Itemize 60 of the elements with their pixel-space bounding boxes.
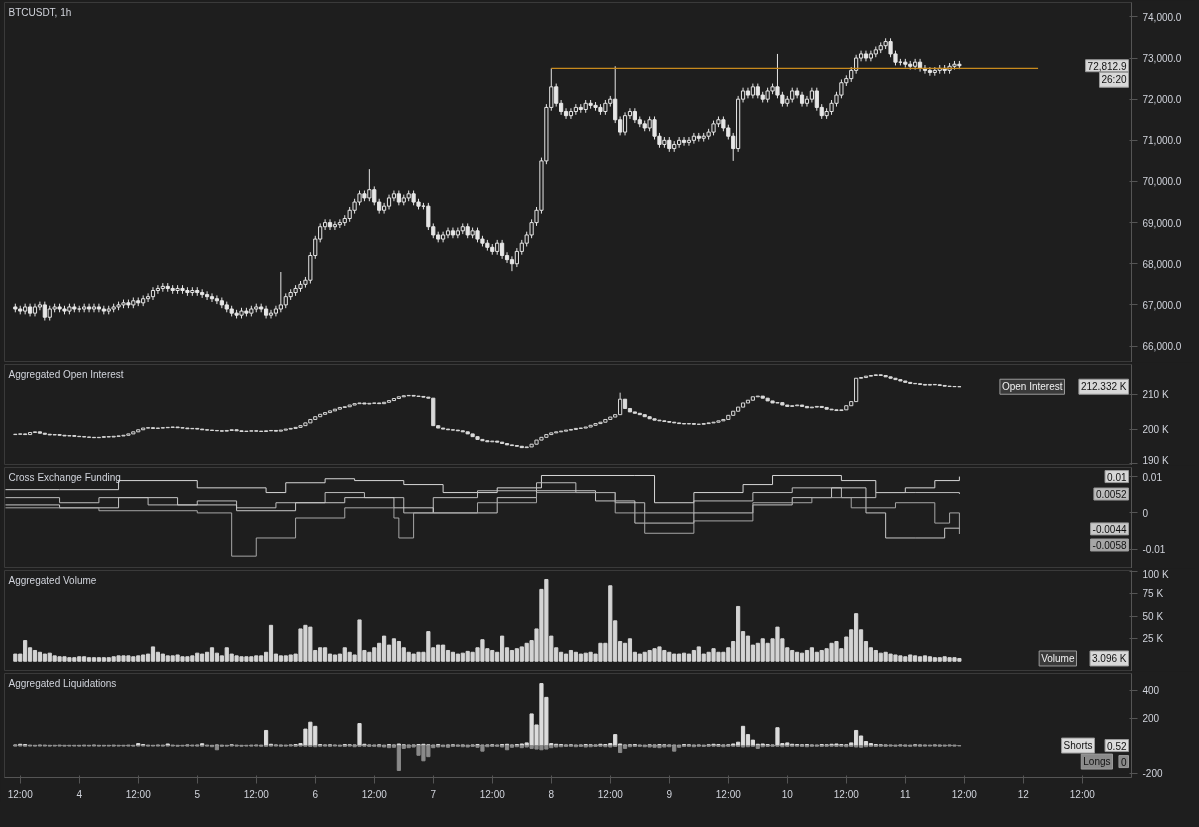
x-tick-label: 12:00	[1069, 788, 1096, 800]
x-tick-label: 11	[900, 788, 911, 800]
x-tick-label: 12:00	[125, 788, 152, 800]
x-tick-label: 12:00	[243, 788, 270, 800]
y-tick-label: 67,000.0	[1142, 299, 1182, 311]
x-tick-label: 8	[548, 788, 555, 800]
y-tick-label: 210 K	[1142, 389, 1169, 401]
y-tick-label: 71,000.0	[1142, 135, 1182, 147]
annotation: -0.0058	[1092, 540, 1127, 551]
y-tick-label: -0.01	[1142, 544, 1166, 556]
y-tick-label: -200	[1142, 768, 1163, 780]
x-tick-label: 12:00	[833, 788, 860, 800]
y-tick-label: 0.01	[1142, 471, 1163, 483]
y-tick-label: 200	[1142, 713, 1160, 725]
y-tick-label: 190 K	[1142, 454, 1169, 466]
annotation: 3.096 K	[1092, 652, 1127, 664]
annotation: 72,812.9	[1087, 60, 1127, 72]
x-tick-label: 12:00	[361, 788, 388, 800]
x-tick-label: 12:00	[597, 788, 624, 800]
chart-title: Aggregated Liquidations	[8, 677, 117, 689]
x-tick-label: 12:00	[951, 788, 978, 800]
y-tick-label: 200 K	[1142, 423, 1169, 435]
annotation: 212.332 K	[1080, 381, 1127, 393]
x-tick-label: 12:00	[479, 788, 506, 800]
chart-title: BTCUSDT, 1h	[8, 6, 72, 18]
x-tick-label: 5	[194, 788, 201, 800]
annotation: -0.0044	[1092, 523, 1127, 535]
y-tick-label: 100 K	[1142, 568, 1169, 580]
x-tick-label: 12:00	[715, 788, 742, 800]
y-tick-label: 70,000.0	[1142, 176, 1182, 188]
y-tick-label: 0	[1142, 507, 1149, 519]
x-tick-label: 4	[76, 788, 83, 800]
x-tick-label: 6	[312, 788, 319, 800]
x-tick-label: 7	[430, 788, 437, 800]
y-tick-label: 69,000.0	[1142, 217, 1182, 229]
x-tick-label: 9	[666, 788, 673, 800]
x-tick-label: 12:00	[7, 788, 34, 800]
y-tick-label: 400	[1142, 685, 1160, 697]
y-tick-label: 66,000.0	[1142, 341, 1182, 353]
y-tick-label: 73,000.0	[1142, 53, 1182, 65]
annotation: 0.0052	[1095, 489, 1127, 501]
y-tick-label: 75 K	[1142, 588, 1164, 600]
annotation: 26:20	[1101, 74, 1127, 86]
annotation: Volume	[1041, 652, 1075, 664]
y-tick-label: 25 K	[1142, 633, 1164, 645]
legend-label: Shorts	[1063, 740, 1093, 752]
y-tick-label: 50 K	[1142, 610, 1164, 622]
legend-label: Longs	[1083, 756, 1111, 768]
annotation: 0.01	[1107, 471, 1127, 483]
y-tick-label: 68,000.0	[1142, 258, 1182, 270]
x-tick-label: 10	[781, 788, 794, 800]
x-tick-label: 12	[1017, 788, 1030, 800]
annotation: 0	[1120, 756, 1127, 768]
chart-title: Cross Exchange Funding	[8, 471, 121, 483]
annotation: 0.52	[1107, 740, 1127, 752]
chart-title: Aggregated Volume	[8, 574, 97, 586]
text: Aggregated Open Interest	[8, 368, 124, 380]
annotation: Open Interest	[1001, 381, 1063, 393]
y-tick-label: 74,000.0	[1142, 11, 1182, 23]
y-tick-label: 72,000.0	[1142, 94, 1182, 106]
